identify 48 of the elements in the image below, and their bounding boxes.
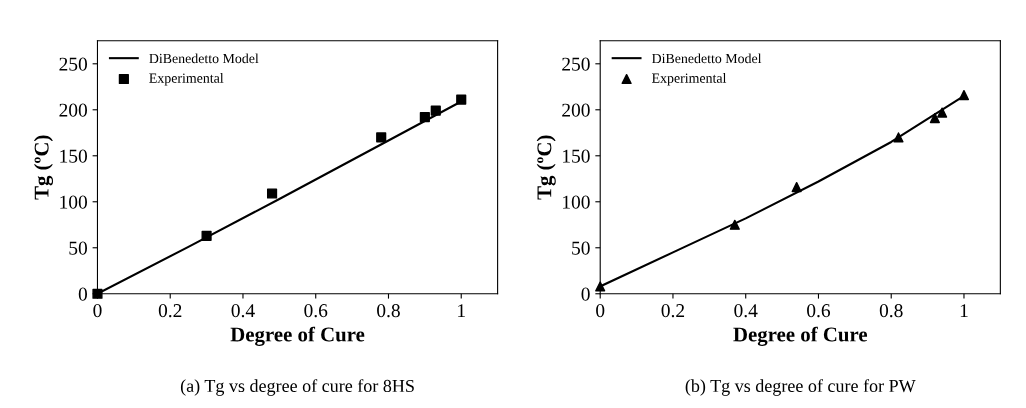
x-axis-title: Degree of Cure bbox=[230, 326, 365, 346]
x-tick-label: 0.6 bbox=[807, 304, 831, 318]
point bbox=[958, 89, 970, 101]
legend-label: DiBenedetto Model bbox=[149, 53, 259, 64]
y-axis-title: Tg (ºC) bbox=[536, 135, 556, 200]
x-tick-label: 0 bbox=[93, 304, 102, 318]
point bbox=[376, 132, 387, 143]
x-tick-label: 0.6 bbox=[304, 304, 328, 318]
x-tick-label: 0.2 bbox=[661, 304, 685, 318]
text: (a) Tg vs degree of cure for 8HS bbox=[180, 379, 414, 396]
point bbox=[430, 105, 441, 116]
point bbox=[929, 112, 940, 124]
text: (b) Tg vs degree of cure for PW bbox=[685, 379, 916, 396]
x-tick-label: 1 bbox=[960, 304, 968, 317]
y-tick-label: 50 bbox=[572, 241, 590, 255]
x-tick-label: 0.2 bbox=[158, 304, 182, 318]
y-tick-label: 0 bbox=[581, 287, 590, 301]
point bbox=[595, 281, 606, 292]
legend-label: Experimental bbox=[149, 73, 224, 86]
y-tick-label: 50 bbox=[69, 241, 88, 255]
y-tick-label: 150 bbox=[563, 149, 590, 163]
x-tick-label: 0.8 bbox=[377, 304, 400, 318]
x-tick-label: 0.4 bbox=[734, 304, 758, 318]
point bbox=[893, 132, 904, 143]
x-tick-label: 0.8 bbox=[879, 304, 903, 318]
y-tick-label: 0 bbox=[78, 287, 88, 301]
x-tick-label: 0.4 bbox=[231, 304, 255, 318]
y-tick-label: 100 bbox=[60, 195, 88, 209]
x-tick-label: 1 bbox=[458, 304, 465, 317]
point bbox=[791, 181, 802, 193]
y-tick-label: 200 bbox=[59, 103, 88, 117]
x-tick-label: 0 bbox=[596, 304, 605, 318]
point bbox=[92, 288, 103, 299]
y-axis-title: Tg (ºC) bbox=[33, 135, 54, 200]
point bbox=[419, 112, 430, 123]
y-tick-label: 200 bbox=[562, 103, 590, 117]
legend-label: DiBenedetto Model bbox=[652, 53, 762, 64]
point bbox=[729, 219, 740, 230]
x-axis-title: Degree of Cure bbox=[733, 326, 868, 346]
point bbox=[937, 107, 948, 118]
point bbox=[266, 188, 278, 199]
point bbox=[456, 94, 467, 105]
y-tick-label: 250 bbox=[562, 57, 590, 71]
y-tick-label: 100 bbox=[563, 195, 590, 209]
point bbox=[201, 230, 212, 241]
y-tick-label: 150 bbox=[60, 149, 88, 163]
y-tick-label: 250 bbox=[59, 57, 88, 71]
legend-label: Experimental bbox=[652, 73, 727, 86]
